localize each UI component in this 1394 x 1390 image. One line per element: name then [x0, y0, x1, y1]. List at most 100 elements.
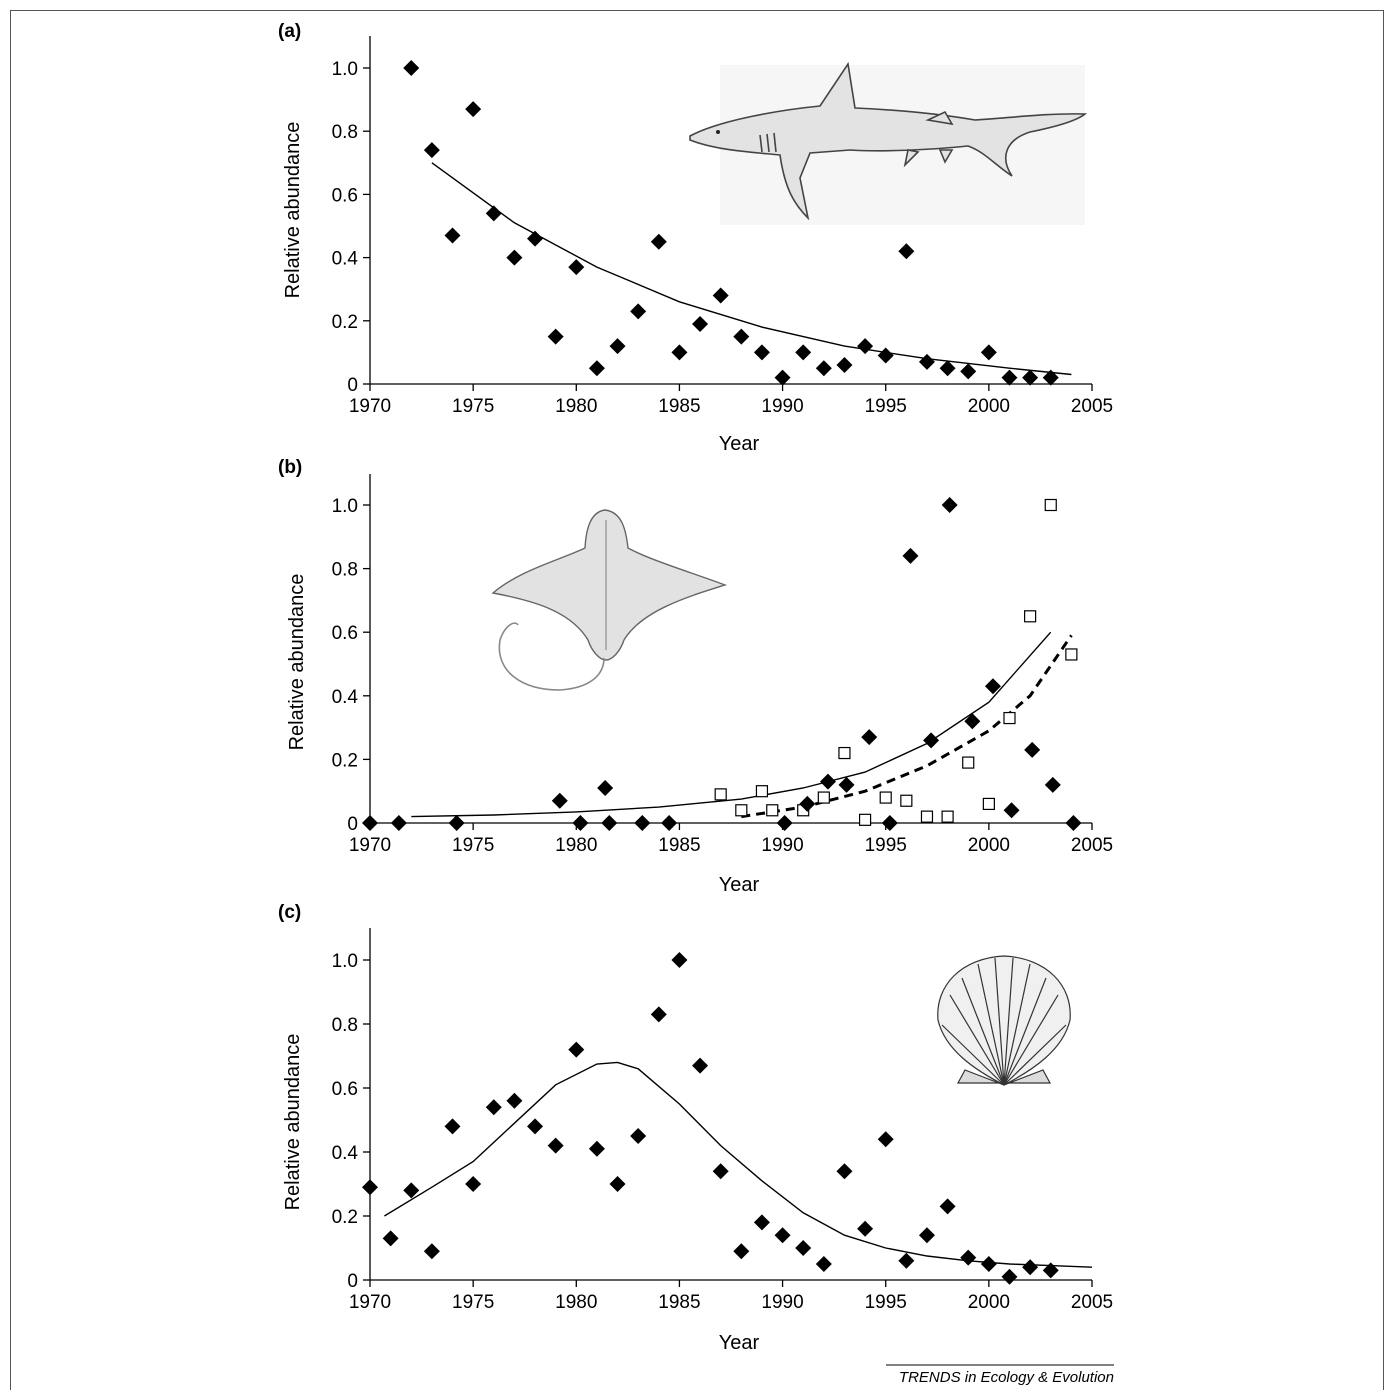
panel-c: (c) Relative abundance Year 1970 1975 1980…: [278, 902, 1113, 1354]
panel-a-y-tick-label: 0.8: [332, 122, 358, 143]
panel-a-diamond-point: [547, 328, 564, 345]
panel-c-diamond-point: [836, 1163, 853, 1180]
panel-a-diamond-point: [588, 360, 605, 377]
panel-b-x-tick-label: 2000: [968, 835, 1010, 856]
panel-b-x-tick-label: 1970: [349, 835, 391, 856]
panel-b-diamond-point: [923, 732, 940, 749]
panel-c-x-tick-label: 1995: [865, 1292, 907, 1313]
panel-c-diamond-point: [423, 1243, 440, 1260]
panel-b-ylabel: Relative abundance: [286, 574, 308, 751]
panel-a-diamond-point: [527, 230, 544, 247]
panel-a-xlabel: Year: [719, 433, 760, 455]
panel-b-label: (b): [278, 457, 302, 478]
panel-c-diamond-point: [362, 1179, 378, 1196]
panel-b-square-point: [817, 791, 830, 804]
panel-b-diamond-point: [838, 776, 855, 793]
panel-b-diamond-point: [799, 795, 816, 812]
panel-a-diamond-point: [465, 101, 482, 118]
panel-b-square-point: [879, 791, 892, 804]
panel-b-square-point: [1065, 648, 1078, 661]
panel-a-diamond-point: [506, 249, 523, 266]
panel-a-x-tick-label: 1995: [865, 396, 907, 417]
panel-b-x-tick-label: 1985: [658, 835, 700, 856]
panel-a-label: (a): [278, 21, 301, 42]
panel-b-y-tick-label: 0.4: [332, 687, 359, 708]
panel-b-diamond-point: [861, 729, 878, 746]
panel-a-diamond-point: [774, 369, 791, 386]
panel-c-diamond-point: [877, 1131, 894, 1148]
panel-b-diamond-point: [1024, 741, 1041, 758]
panel-a-x-tick-label: 1975: [452, 396, 494, 417]
panel-a-y-tick-label: 0.6: [332, 185, 358, 206]
panel-b-diamond-point: [964, 713, 981, 730]
panel-a-diamond-point: [485, 205, 502, 222]
panel-a-diamond-point: [857, 338, 874, 355]
panel-b-square-point: [1003, 711, 1016, 725]
panel-c-diamond-point: [733, 1243, 750, 1260]
panel-a-diamond-point: [692, 315, 709, 332]
panel-a-diamond-point: [1022, 369, 1039, 386]
panel-a-diamond-point: [918, 353, 935, 370]
panel-b-fit-dashed: [741, 634, 1073, 819]
panel-c-diamond-point: [898, 1252, 915, 1269]
panel-c-diamond-point: [485, 1099, 502, 1116]
panel-a-diamond-point: [898, 243, 915, 260]
panel-c-diamond-point: [465, 1176, 482, 1192]
panel-b-x-tick-label: 1995: [865, 835, 907, 856]
panel-b-x-tick-label: 2005: [1071, 835, 1113, 856]
panel-b-x-tick-label: 1990: [761, 835, 803, 856]
panel-b-diamond-point: [601, 815, 618, 831]
panel-a-diamond-point: [980, 344, 997, 361]
panel-b-diamond-point: [362, 815, 378, 831]
panel-a-y-tick-label: 0: [347, 375, 358, 396]
panel-b-diamond-point: [984, 678, 1001, 695]
panel-b-square-point: [735, 804, 748, 817]
panel-a-diamond-point: [753, 344, 770, 361]
panel-b-diamond-point: [597, 780, 614, 797]
panel-c-diamond-point: [857, 1220, 874, 1237]
panel-a-diamond-point: [960, 363, 977, 380]
panel-c-y-tick-label: 0.2: [332, 1207, 358, 1228]
panel-b-diamond-point: [1044, 776, 1061, 793]
panel-c-diamond-point: [815, 1256, 832, 1272]
panel-c-fit-solid: [384, 1061, 1093, 1268]
panel-c-diamond-point: [506, 1092, 523, 1109]
panel-a-diamond-point: [609, 338, 626, 355]
panel-b-diamond-point: [902, 547, 919, 564]
panel-a-diamond-point: [423, 142, 440, 159]
panel-c-y-tick-label: 0.6: [332, 1079, 358, 1100]
panel-b-square-point: [755, 785, 769, 798]
ray-icon: [491, 509, 728, 691]
panel-c-diamond-point: [692, 1057, 709, 1074]
panel-a-y-tick-label: 0.4: [332, 249, 359, 270]
panel-c-diamond-point: [588, 1140, 605, 1157]
panel-a-ylabel: Relative abundance: [282, 122, 304, 299]
panel-b-square-point: [766, 804, 779, 817]
panel-a-diamond-point: [568, 259, 585, 276]
panel-c-x-tick-label: 2000: [968, 1292, 1010, 1313]
panel-b-square-point: [858, 813, 872, 826]
panel-a-diamond-point: [836, 357, 853, 374]
panel-b-square-point: [1024, 610, 1037, 623]
panel-b-y-tick-label: 1.0: [332, 496, 358, 517]
shark-icon: [689, 61, 1088, 225]
panel-b-diamond-point: [390, 815, 407, 831]
panel-c-diamond-point: [1042, 1262, 1059, 1279]
panel-b-diamond-point: [634, 815, 651, 831]
panel-c-x-tick-label: 1985: [658, 1292, 700, 1313]
panel-b-square-point: [714, 788, 727, 801]
panel-a-diamond-point: [815, 360, 832, 377]
panel-b-diamond-point: [572, 815, 589, 831]
panel-c-diamond-point: [547, 1137, 564, 1154]
panel-b-diamond-point: [941, 497, 958, 513]
panel-b-plot: 1970 1975 1980 1985 1990 1995 2000 2005 0 0.2 0.4 0…: [332, 474, 1113, 856]
panel-a-x-tick-label: 1990: [761, 396, 803, 417]
panel-b-square-point: [1044, 498, 1057, 512]
panel-a-y-tick-label: 1.0: [332, 59, 358, 80]
panel-c-label: (c): [278, 902, 301, 923]
panel-b-y-tick-label: 0.8: [332, 560, 358, 581]
panel-b-diamond-point: [819, 773, 836, 790]
panel-b-x-tick-label: 1975: [452, 835, 494, 856]
panel-a-diamond-point: [939, 360, 956, 377]
